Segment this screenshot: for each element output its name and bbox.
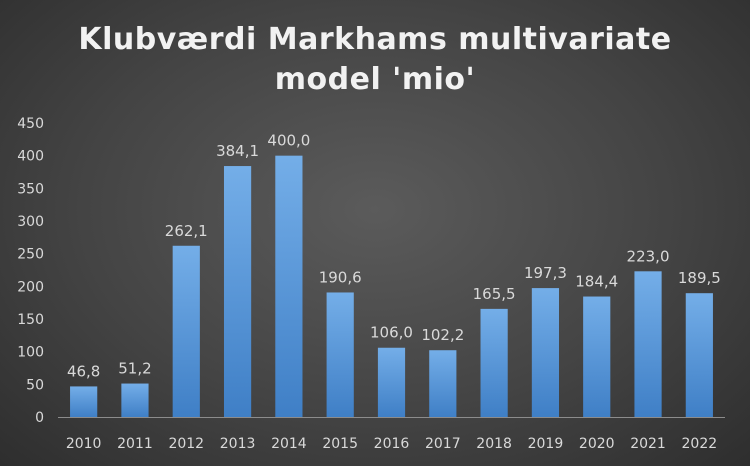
- x-tick-label-2021: 2021: [630, 436, 666, 452]
- bar-2016: [377, 347, 406, 417]
- y-tick-label: 50: [26, 377, 44, 393]
- bar-2015: [326, 292, 354, 417]
- bar-2020: [583, 296, 611, 417]
- bar-2012: [172, 245, 200, 417]
- x-tick-label-2018: 2018: [476, 436, 512, 452]
- x-tick-label-2011: 2011: [117, 436, 153, 452]
- x-tick-label-2015: 2015: [322, 436, 358, 452]
- x-axis: 2010 2011 2012 2013 2014 2015 2016 2017 2018 2019…: [66, 436, 717, 452]
- data-label-2013: 384,1: [216, 142, 259, 160]
- bar-2011: [121, 383, 149, 417]
- x-tick-label-2020: 2020: [579, 436, 615, 452]
- bar-2019: [531, 288, 560, 417]
- data-label-2011: 51,2: [118, 360, 151, 378]
- x-tick-label-2017: 2017: [425, 436, 461, 452]
- chart-title-line-1: Klubværdi Markhams multivariate: [78, 22, 672, 57]
- y-tick-label: 100: [17, 345, 44, 361]
- data-label-2012: 262,1: [165, 222, 208, 240]
- y-tick-label: 450: [17, 116, 44, 132]
- bar-2022: [685, 293, 713, 417]
- x-tick-label-2016: 2016: [374, 436, 410, 452]
- x-tick-label-2013: 2013: [220, 436, 256, 452]
- data-label-2016: 106,0: [370, 324, 413, 342]
- y-tick-label: 150: [17, 312, 44, 328]
- y-tick-label: 200: [17, 279, 44, 295]
- bar-2014: [275, 155, 303, 417]
- y-tick-label: 250: [17, 247, 44, 263]
- data-label-2017: 102,2: [421, 326, 464, 344]
- x-tick-label-2012: 2012: [168, 436, 204, 452]
- data-label-2015: 190,6: [319, 268, 362, 286]
- y-axis: 0 50 100 150 200 250 300 350 400 450: [17, 116, 725, 426]
- bar-2018: [480, 308, 508, 417]
- x-tick-label-2014: 2014: [271, 436, 307, 452]
- bar-series: [70, 155, 713, 417]
- y-tick-label: 300: [17, 214, 44, 230]
- chart-title: Klubværdi Markhams multivariate model 'm…: [0, 20, 750, 100]
- y-tick-label: 350: [17, 181, 44, 197]
- bar-2017: [429, 350, 457, 417]
- y-tick-label: 0: [35, 410, 44, 426]
- data-label-2019: 197,3: [524, 264, 567, 282]
- data-labels: 46,8 51,2 262,1 384,1 400,0 190,6 106,0 102,2 16…: [67, 132, 721, 381]
- data-label-2014: 400,0: [267, 132, 310, 150]
- x-tick-label-2019: 2019: [528, 436, 564, 452]
- data-label-2018: 165,5: [473, 285, 516, 303]
- bar-2021: [634, 271, 662, 417]
- x-tick-label-2022: 2022: [682, 436, 718, 452]
- data-label-2022: 189,5: [678, 269, 721, 287]
- chart-title-line-2: model 'mio': [274, 62, 476, 97]
- bar-2013: [223, 166, 252, 417]
- data-label-2010: 46,8: [67, 362, 100, 380]
- y-tick-label: 400: [17, 149, 44, 165]
- bar-2010: [70, 386, 98, 417]
- x-tick-label-2010: 2010: [66, 436, 102, 452]
- data-label-2020: 184,4: [575, 273, 618, 291]
- data-label-2021: 223,0: [627, 247, 670, 265]
